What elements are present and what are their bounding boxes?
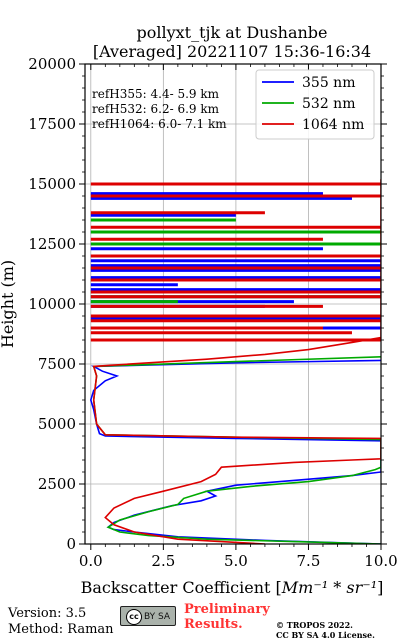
chart: pollyxt_tjk at Dushanbe [Averaged] 20221…: [0, 23, 398, 597]
y-tick-label: 2500: [38, 475, 76, 493]
legend: 355 nm 532 nm 1064 nm: [255, 69, 375, 140]
axis-ticks: 0.0 2.5 5.0 7.5 10.0 0 2500 5000 7500 10000 12500 1…: [28, 55, 397, 570]
y-tick-label: 17500: [28, 115, 76, 133]
cc-icon: cc: [125, 608, 142, 625]
y-tick-label: 20000: [28, 55, 76, 73]
data-series: [89, 179, 381, 544]
x-axis-label-suffix: ]: [377, 578, 383, 597]
x-axis-label: Backscatter Coefficient [Mm⁻¹ * sr⁻¹]: [81, 578, 384, 597]
preliminary-notice: Preliminary Results.: [184, 602, 270, 632]
legend-box: [255, 69, 375, 140]
method-text: Method: Raman: [8, 622, 114, 637]
series-1064-nm: [90, 179, 381, 544]
x-tick-label: 5.0: [224, 552, 248, 570]
y-tick-label: 12500: [28, 235, 76, 253]
cc-badge-label: BY SA: [143, 612, 171, 622]
cc-license-badge: cc BY SA: [120, 606, 176, 626]
ref-height-532: refH532: 6.2- 6.9 km: [92, 102, 220, 116]
copyright-line-2: CC BY SA 4.0 License.: [276, 630, 375, 640]
title-line-1: pollyxt_tjk at Dushanbe: [136, 23, 327, 42]
chart-title: pollyxt_tjk at Dushanbe [Averaged] 20221…: [93, 23, 371, 61]
x-tick-label: 10.0: [364, 552, 397, 570]
x-tick-label: 2.5: [151, 552, 175, 570]
ref-height-1064: refH1064: 6.0- 7.1 km: [92, 117, 227, 131]
legend-label-1064-nm: 1064 nm: [302, 117, 364, 133]
y-tick-label: 5000: [38, 415, 76, 433]
y-tick-label: 10000: [28, 295, 76, 313]
x-tick-label: 7.5: [297, 552, 321, 570]
legend-label-532-nm: 532 nm: [302, 96, 355, 112]
x-tick-label: 0.0: [79, 552, 103, 570]
y-tick-label: 15000: [28, 175, 76, 193]
version-text: Version: 3.5: [8, 606, 87, 621]
series-line-532-nm: [92, 356, 381, 544]
copyright-notice: © TROPOS 2022. CC BY SA 4.0 License.: [276, 620, 375, 640]
y-axis-label: Height (m): [0, 260, 17, 348]
title-line-2: [Averaged] 20221107 15:36-16:34: [93, 42, 371, 61]
legend-label-355-nm: 355 nm: [302, 75, 355, 91]
copyright-line-1: © TROPOS 2022.: [276, 620, 353, 630]
y-tick-label: 0: [66, 535, 76, 553]
preliminary-line-2: Results.: [184, 617, 243, 632]
y-tick-label: 7500: [38, 355, 76, 373]
preliminary-line-1: Preliminary: [184, 602, 270, 617]
reference-heights: refH355: 4.4- 5.9 km refH532: 6.2- 6.9 k…: [92, 87, 227, 131]
ref-height-355: refH355: 4.4- 5.9 km: [92, 87, 220, 101]
series-line-1064-nm: [92, 179, 381, 544]
x-axis-label-units: Mm⁻¹ * sr⁻¹: [281, 578, 377, 597]
x-axis-label-prefix: Backscatter Coefficient [: [81, 578, 282, 597]
